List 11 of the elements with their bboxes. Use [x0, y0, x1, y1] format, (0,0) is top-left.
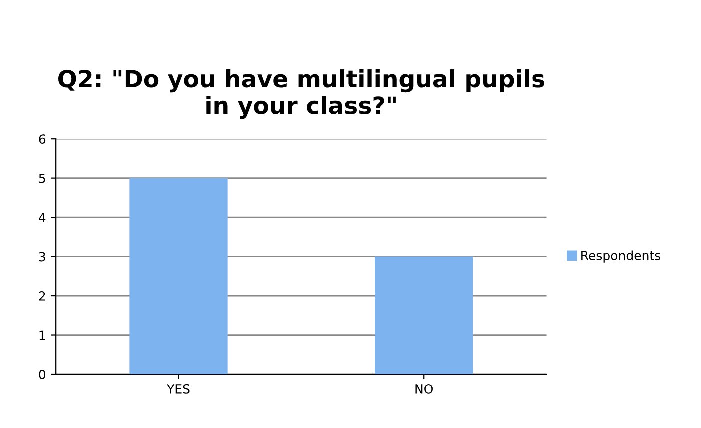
y-tick-label: 1 [40, 330, 46, 340]
legend-label: Respondents [582, 250, 661, 263]
chart-title: Q2: "Do you have multilingual pupils in your class?" [58, 70, 544, 120]
y-tick-label: 4 [39, 213, 46, 222]
y-tick-label: 0 [39, 370, 46, 380]
y-tick-label: 3 [39, 252, 46, 262]
y-tick-label: 2 [39, 292, 46, 301]
x-tick-label: YES [166, 384, 190, 394]
y-tick-label: 6 [39, 134, 46, 144]
x-tick-label: NO [416, 384, 433, 394]
y-tick-label: 5 [39, 174, 46, 184]
